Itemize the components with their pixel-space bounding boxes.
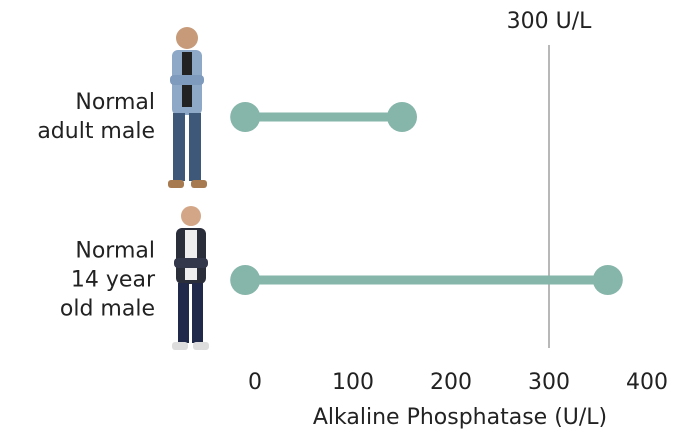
x-tick-label: 0 (248, 370, 262, 395)
category-label: Normal 14 year old male (0, 237, 155, 324)
range-low-dot (230, 102, 260, 132)
range-high-dot (593, 265, 623, 295)
x-tick-label: 400 (626, 370, 668, 395)
reference-label: 300 U/L (507, 9, 592, 34)
range-high-dot (387, 102, 417, 132)
person-teen (172, 206, 209, 350)
person-adult (168, 27, 207, 188)
x-tick-label: 300 (528, 370, 570, 395)
category-label: Normal adult male (0, 88, 155, 146)
x-tick-label: 100 (332, 370, 374, 395)
range-low-dot (230, 265, 260, 295)
x-tick-label: 200 (430, 370, 472, 395)
x-axis-label: Alkaline Phosphatase (U/L) (313, 405, 607, 430)
page: Alkaline Phosphatase (U/L) 0 100 200 300 400… (0, 0, 683, 442)
chart: Alkaline Phosphatase (U/L) 0 100 200 300 400… (0, 0, 683, 442)
